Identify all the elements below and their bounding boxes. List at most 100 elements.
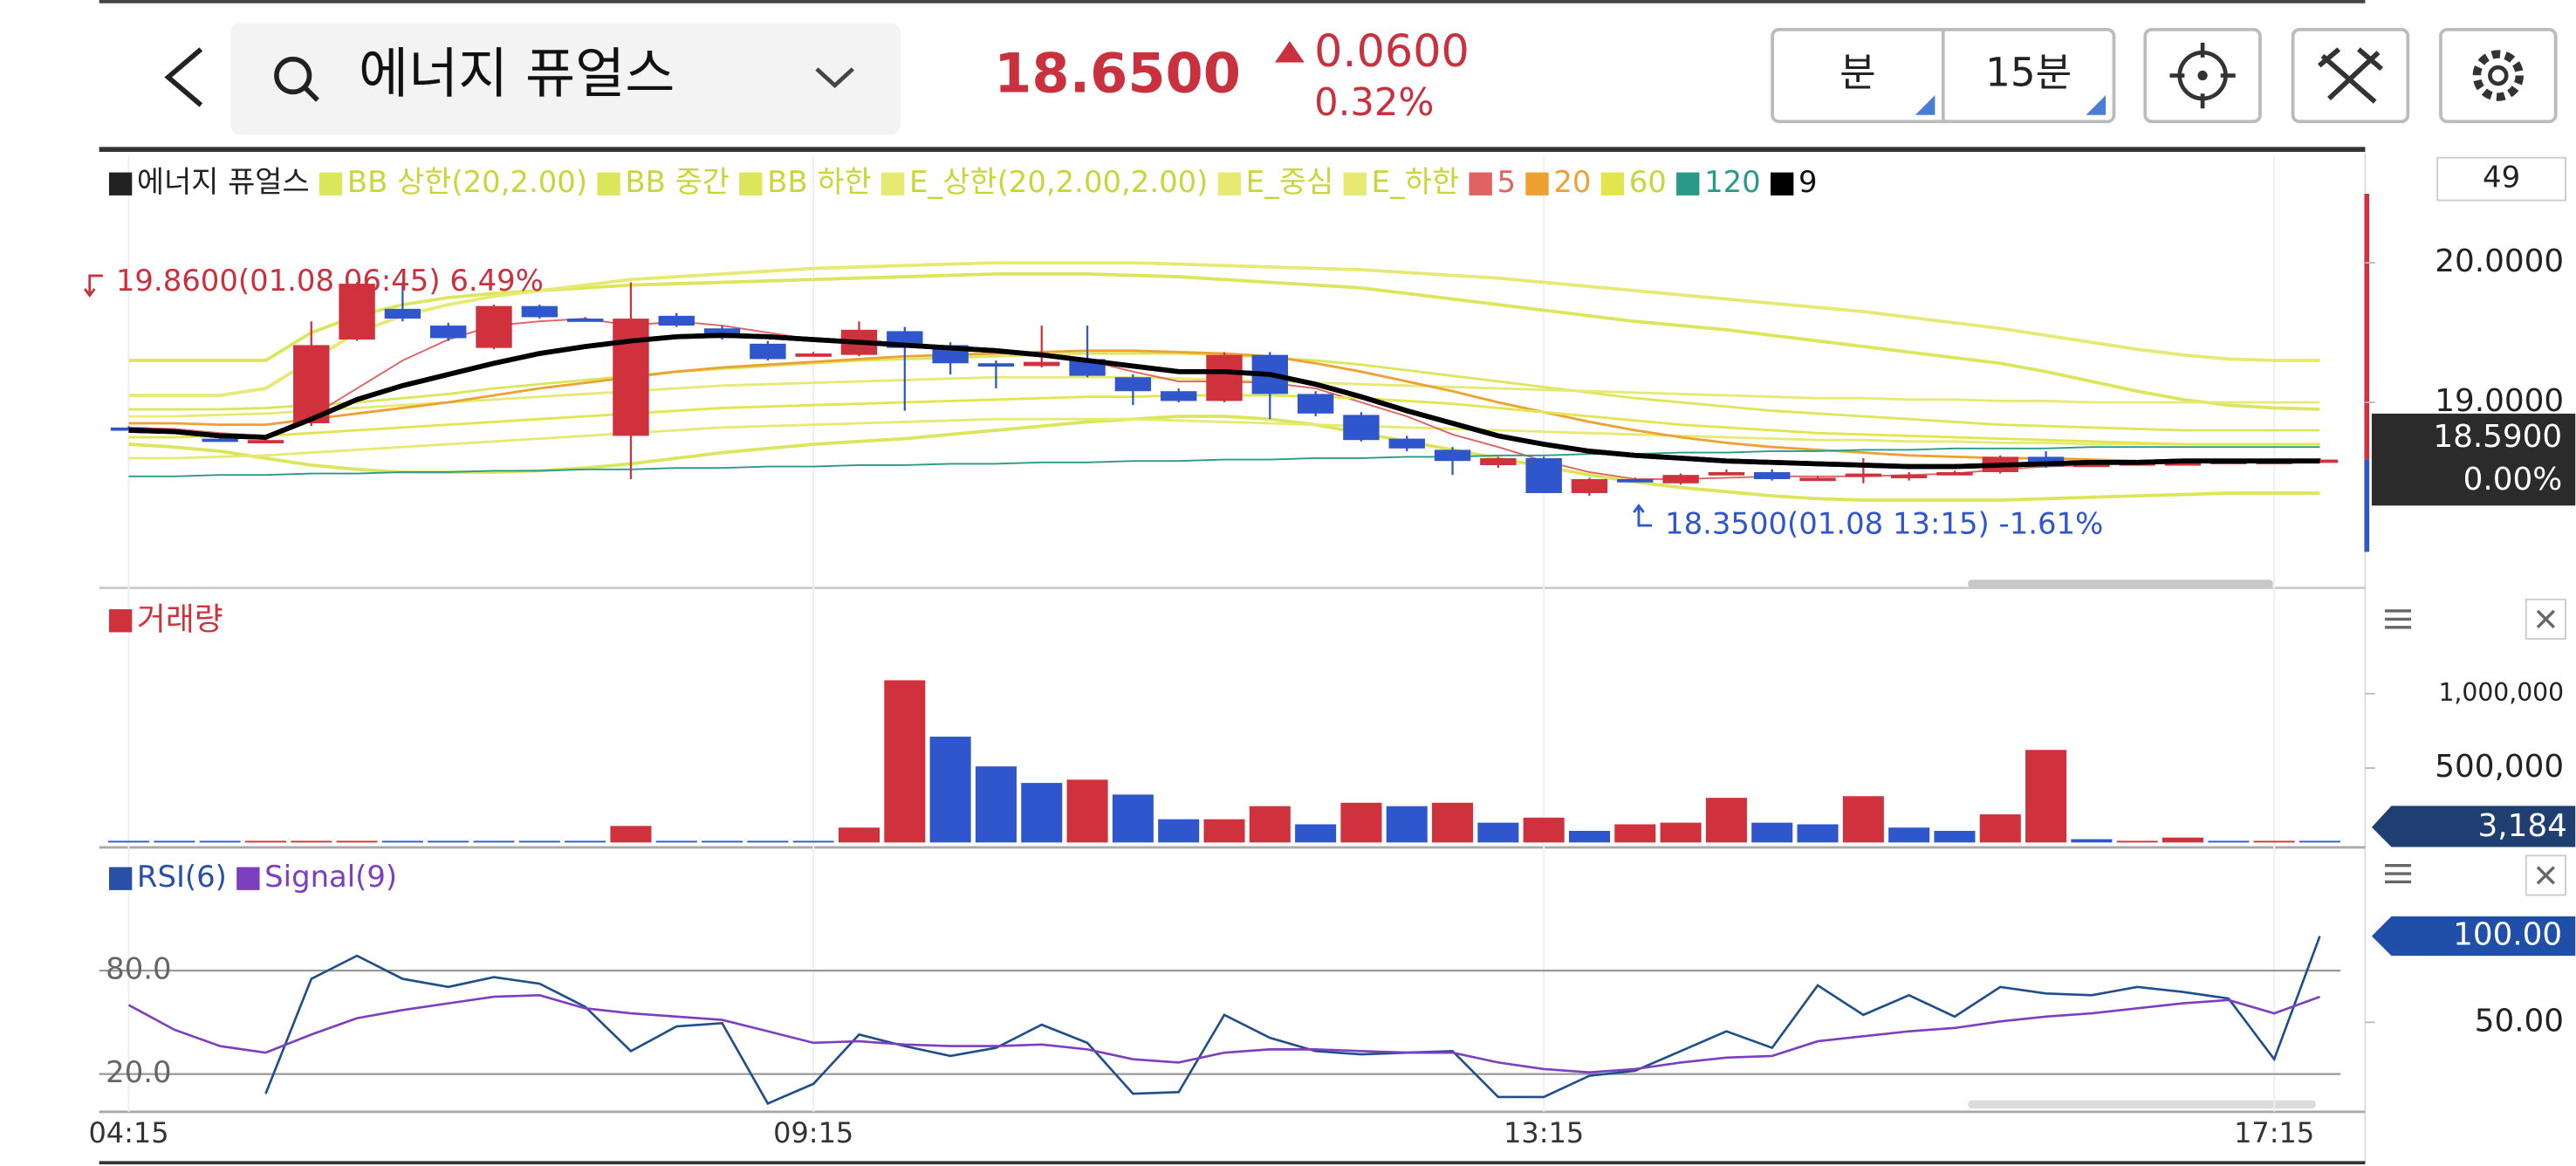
candle-body — [247, 440, 284, 443]
volume-bar — [2253, 840, 2295, 843]
min-arrow — [1633, 504, 1652, 527]
volume-bar — [518, 840, 560, 843]
y-tick-label: 20.0 — [106, 1055, 171, 1089]
candle-body — [1343, 415, 1380, 441]
volume-bar — [1021, 783, 1063, 843]
x-tick-label: 04:15 — [88, 1116, 168, 1149]
candle-body — [339, 284, 375, 340]
search-box[interactable] — [230, 23, 901, 135]
volume-bar — [975, 766, 1017, 843]
volume-bar — [1751, 822, 1793, 843]
legend-label: 60 — [1629, 165, 1667, 199]
candle-body — [2073, 463, 2110, 468]
legend-label: E_하한 — [1372, 165, 1460, 199]
min-annotation: 18.3500(01.08 13:15) -1.61% — [1665, 507, 2103, 541]
volume-bar — [1295, 824, 1337, 843]
legend-swatch — [1600, 172, 1625, 195]
volume-bar — [1477, 822, 1519, 843]
legend-label: RSI(6) — [137, 860, 227, 894]
volume-bar — [1340, 802, 1382, 843]
candle-body — [750, 343, 786, 360]
legend-swatch — [1525, 172, 1549, 195]
indicator-line — [128, 271, 2320, 411]
legend-label: BB 하한 — [767, 165, 872, 199]
candle-body — [1799, 477, 1836, 482]
candle-body — [1890, 475, 1928, 478]
volume-bar — [1888, 827, 1930, 843]
volume-bar — [1112, 794, 1154, 843]
menu-icon[interactable] — [2384, 609, 2412, 629]
scrollbar[interactable] — [1968, 580, 2274, 588]
corner-mark — [2086, 95, 2107, 115]
candle-body — [1754, 471, 1791, 479]
period-button[interactable]: 15분 — [1985, 50, 2072, 96]
x-tick-label: 09:15 — [773, 1116, 853, 1149]
volume-bar — [747, 840, 789, 843]
gear-center — [2488, 65, 2509, 86]
candle-body — [1708, 471, 1745, 476]
volume-bar — [1203, 819, 1245, 843]
current-rsi-badge — [2371, 916, 2576, 957]
volume-bar — [1797, 824, 1839, 843]
up-triangle — [1274, 41, 1305, 63]
candle-body — [1434, 449, 1471, 462]
rsi-line — [264, 936, 2321, 1106]
legend-swatch — [597, 172, 620, 195]
current-rsi-label: 100.00 — [2453, 917, 2562, 953]
y-tick-label: 19.0000 — [2435, 383, 2564, 419]
settings-button[interactable] — [2439, 27, 2558, 124]
volume-bar — [381, 840, 423, 843]
legend-label: BB 중간 — [625, 165, 730, 199]
candle-body — [1388, 438, 1425, 449]
search-icon — [274, 56, 312, 95]
candle-body — [1845, 473, 1882, 477]
legend-label: E_상한(20,2.00,2.00) — [909, 165, 1208, 199]
candle-body — [110, 427, 147, 431]
volume-bar — [1158, 819, 1200, 843]
price-change: 0.0600 — [1314, 25, 1470, 77]
candle-body — [795, 353, 832, 357]
legend-label: 120 — [1704, 165, 1761, 199]
candle-body — [384, 308, 421, 319]
volume-bar — [473, 840, 515, 843]
x-tick-label: 13:15 — [1504, 1116, 1584, 1149]
stock-title: 에너지 퓨얼스 — [359, 42, 675, 106]
candle-body — [521, 305, 558, 318]
chart-layer: 04:15 09:15 13:15 17:15 에너지 퓨얼스 BB 상한(20,2.00… — [83, 155, 2576, 1149]
volume-bar — [1705, 798, 1747, 843]
indicator-line — [128, 417, 2320, 460]
volume-bar — [1979, 814, 2021, 843]
x-tick-label: 17:15 — [2234, 1116, 2314, 1149]
volume-bar — [565, 840, 606, 843]
legend-label: 9 — [1798, 165, 1818, 199]
scrollbar[interactable] — [1968, 1100, 2316, 1109]
legend-swatch — [236, 867, 260, 890]
indicator-line — [128, 333, 2320, 470]
legend-label: BB 상한(20,2.00) — [347, 165, 587, 199]
candle-body — [202, 438, 238, 442]
candle-body — [1525, 457, 1562, 493]
y-tick-label: 1,000,000 — [2438, 678, 2564, 707]
volume-bar — [702, 840, 743, 843]
y-tick-label: 50.00 — [2475, 1003, 2564, 1039]
crosshair-lines — [2169, 42, 2236, 109]
volume-bar — [792, 840, 834, 843]
candle-body — [1160, 391, 1197, 401]
max-annotation: 19.8600(01.08 06:45) 6.49% — [116, 264, 544, 298]
y-tick-label: 80.0 — [106, 952, 171, 986]
y-tick-label: 500,000 — [2435, 749, 2564, 785]
menu-icon[interactable] — [2384, 863, 2412, 884]
back-button[interactable] — [164, 47, 203, 107]
rsi-line — [127, 994, 2320, 1073]
close-icon — [2536, 609, 2555, 629]
volume-bar — [2025, 750, 2067, 843]
legend-label: E_중심 — [1246, 165, 1334, 199]
price-change-pct: 0.32% — [1314, 81, 1434, 125]
drawing-icon — [2317, 47, 2384, 104]
unit-button[interactable]: 분 — [1840, 50, 1876, 96]
legend-swatch — [1343, 172, 1367, 195]
legend-label: 5 — [1497, 165, 1516, 199]
volume-bar — [154, 840, 195, 843]
indicator-line — [128, 261, 2320, 397]
